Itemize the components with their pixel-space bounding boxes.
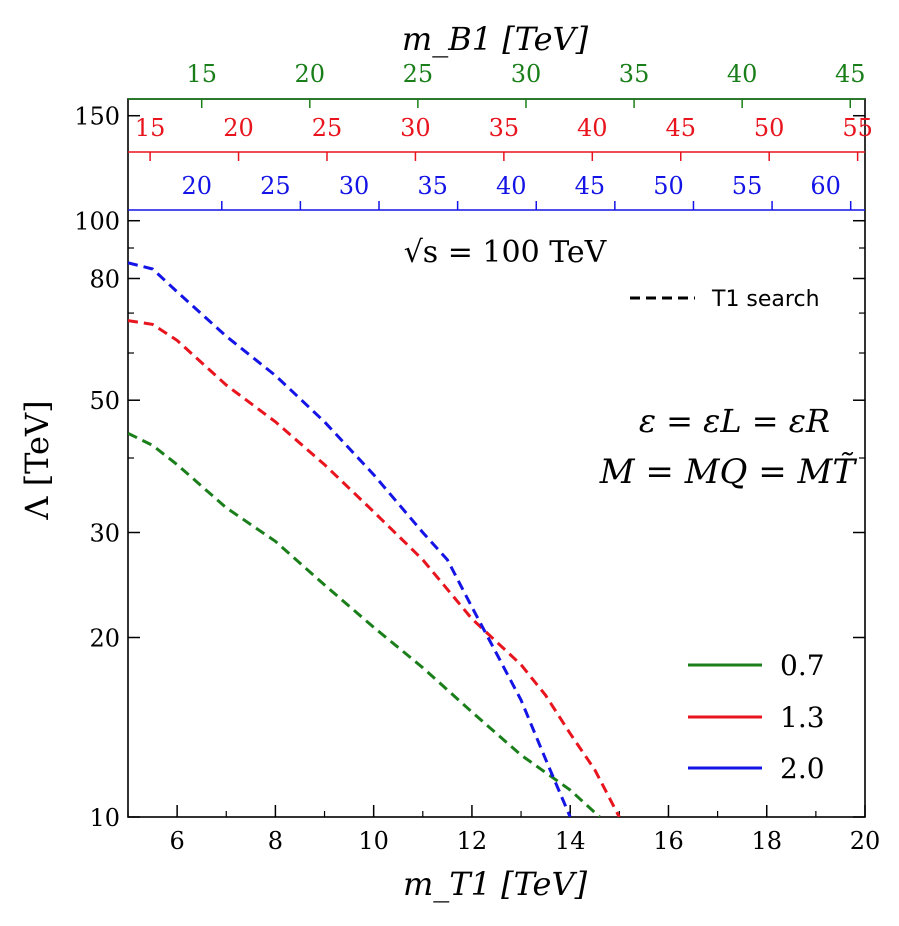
linestyle-legend: T1 search xyxy=(630,287,820,312)
y-tick-label: 50 xyxy=(89,387,120,415)
y-axis: 10 20 30 50 80 100 150 xyxy=(74,103,865,832)
top-axis-tick-label: 45 xyxy=(665,114,696,142)
x-tick-label: 18 xyxy=(751,827,782,855)
series-line-0.7 xyxy=(128,431,601,817)
top-axis-tick-label: 40 xyxy=(577,114,608,142)
top-axis-tick-label: 55 xyxy=(732,172,763,200)
top-axis-tick-label: 25 xyxy=(403,60,434,88)
x-axis-title: m_T1 [TeV] xyxy=(403,865,588,903)
epsilon-annotation: ε = εL = εR xyxy=(639,402,830,440)
top-axis-tick-label: 45 xyxy=(575,172,606,200)
top-axis-tick-label: 60 xyxy=(810,172,841,200)
linestyle-legend-label: T1 search xyxy=(711,287,820,312)
series-line-1.3 xyxy=(128,319,621,817)
top-axis-title: m_B1 [TeV] xyxy=(402,20,589,58)
x-tick-label: 14 xyxy=(555,827,586,855)
y-axis-title: Λ [TeV] xyxy=(18,400,56,520)
top-axis-tick-label: 20 xyxy=(223,114,254,142)
y-tick-label: 80 xyxy=(89,266,120,294)
x-tick-label: 10 xyxy=(358,827,389,855)
x-tick-label: 6 xyxy=(169,827,184,855)
top-axis-tick-label: 35 xyxy=(417,172,448,200)
top-axis-tick-label: 45 xyxy=(835,60,866,88)
top-axis-tick-label: 40 xyxy=(727,60,758,88)
top-axis-tick-label: 50 xyxy=(754,114,785,142)
top-axis-tick-label: 15 xyxy=(186,60,217,88)
x-axis: 6 8 10 12 14 16 18 20 xyxy=(127,805,881,855)
mass-annotation: M = MQ = MT̃ xyxy=(599,452,858,492)
legend-label: 2.0 xyxy=(780,752,825,785)
top-axis-tick-label: 25 xyxy=(260,172,291,200)
top-axis-tick-label: 20 xyxy=(295,60,326,88)
y-tick-label: 10 xyxy=(89,804,120,832)
x-tick-label: 8 xyxy=(268,827,283,855)
top-axis-tick-label: 35 xyxy=(619,60,650,88)
top-axis-tick-label: 50 xyxy=(653,172,684,200)
top-axis-tick-label: 30 xyxy=(339,172,370,200)
y-tick-label: 30 xyxy=(89,519,120,547)
top-axis-tick-label: 35 xyxy=(489,114,520,142)
x-tick-label: 12 xyxy=(457,827,488,855)
legend-label: 1.3 xyxy=(780,701,825,734)
top-axis-tick-label: 30 xyxy=(511,60,542,88)
chart-title: √s = 100 TeV xyxy=(404,235,608,270)
series-legend: 0.7 1.3 2.0 xyxy=(688,649,825,785)
top-axis-tick-label: 55 xyxy=(842,114,873,142)
y-tick-label: 150 xyxy=(74,103,120,131)
series-lines xyxy=(128,261,621,817)
top-axis-tick-label: 15 xyxy=(135,114,166,142)
x-tick-label: 20 xyxy=(850,827,881,855)
top-axis-tick-label: 40 xyxy=(496,172,527,200)
y-tick-label: 20 xyxy=(89,625,120,653)
top-axis-tick-label: 30 xyxy=(400,114,431,142)
top-axis-tick-label: 25 xyxy=(312,114,343,142)
legend-label: 0.7 xyxy=(780,649,825,682)
top-axis-tick-label: 20 xyxy=(182,172,213,200)
series-line-2.0 xyxy=(128,261,572,817)
y-tick-label: 100 xyxy=(74,208,120,236)
x-tick-label: 16 xyxy=(653,827,684,855)
